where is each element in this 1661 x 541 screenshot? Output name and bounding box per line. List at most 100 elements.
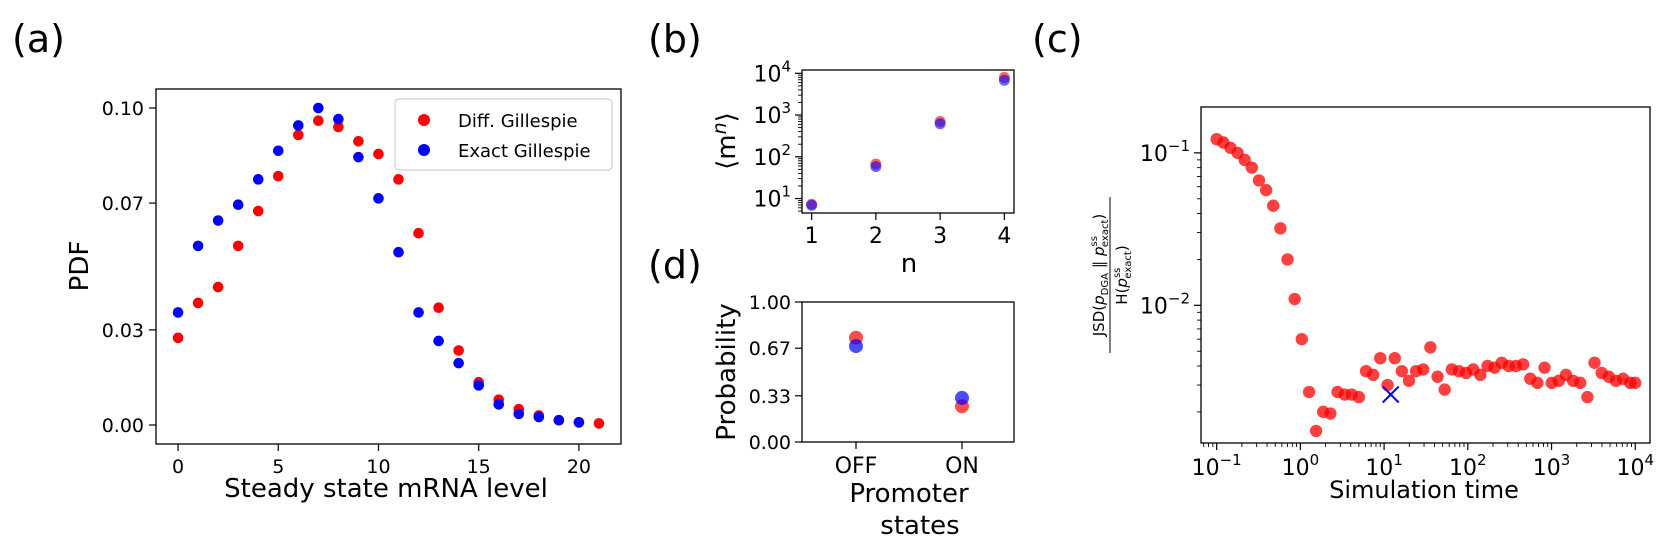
exact-gillespie-point — [870, 161, 882, 173]
jsd-point — [1259, 183, 1273, 197]
legend-label-diff: Diff. Gillespie — [458, 111, 578, 132]
exact-gillespie-point — [453, 357, 464, 369]
c-xtick-label: 104 — [1616, 451, 1654, 481]
exact-gillespie-point — [333, 113, 344, 125]
panel-b: (b) 1 2 3 4 101 102 103 104 n ⟨mn⟩ — [648, 17, 1015, 279]
a-xtick-label: 5 — [272, 456, 284, 478]
d-ytick-label: 0.33 — [749, 386, 791, 408]
b-ytick-label: 104 — [753, 57, 791, 87]
jsd-point — [1309, 424, 1323, 438]
exact-gillespie-point — [493, 399, 505, 410]
jsd-point — [1381, 378, 1394, 392]
panel-b-label: (b) — [648, 17, 702, 61]
exact-gillespie-point — [533, 411, 545, 423]
panel-d-label: (d) — [648, 243, 702, 287]
exact-gillespie-point — [293, 120, 304, 131]
c-xtick-label: 102 — [1449, 451, 1487, 481]
diff-gillespie-point — [433, 302, 444, 314]
panel-d-points — [849, 330, 969, 414]
c-xtick-label: 100 — [1282, 451, 1320, 481]
panel-a: (a) 0 5 10 15 20 0.00 0.03 0.07 0.10 Steady stat… — [12, 17, 622, 504]
legend-marker-diff — [418, 114, 430, 126]
panel-b-axes — [801, 69, 1015, 214]
c-xtick-label: 101 — [1365, 451, 1403, 481]
exact-gillespie-point — [313, 102, 324, 114]
jsd-point — [1424, 341, 1437, 354]
panel-d-xlabel-line2: states — [880, 511, 959, 541]
diff-gillespie-point — [172, 332, 184, 344]
jsd-point — [1302, 385, 1316, 399]
panel-c-min-marker — [1382, 385, 1400, 404]
panel-a-ticks: 0 5 10 15 20 0.00 0.03 0.07 0.10 — [102, 98, 591, 478]
diff-gillespie-point — [453, 345, 464, 356]
panel-d-ylabel: Probability — [712, 303, 742, 440]
panel-a-points — [172, 102, 605, 429]
jsd-point — [1288, 292, 1301, 306]
jsd-point — [1438, 383, 1451, 396]
panel-c-xlabel: Simulation time — [1329, 476, 1519, 504]
panel-b-points — [806, 71, 1010, 211]
jsd-point — [1431, 370, 1444, 383]
b-ytick-label: 102 — [753, 141, 791, 171]
exact-gillespie-point — [252, 174, 264, 185]
jsd-point — [1267, 199, 1280, 212]
panel-d: (d) OFF ON 0.00 0.33 0.67 1.00 Promoter state… — [648, 243, 1015, 541]
diff-gillespie-point — [393, 174, 404, 185]
jsd-point — [1388, 351, 1401, 365]
exact-gillespie-point — [353, 151, 364, 163]
diff-gillespie-point — [252, 205, 264, 217]
exact-gillespie-point — [934, 118, 946, 130]
exact-gillespie-point — [573, 417, 585, 428]
exact-gillespie-point — [806, 199, 818, 211]
exact-gillespie-point — [998, 74, 1010, 86]
panel-c-ticks: 10−1 100 101 102 103 104 10−1 10−2 — [1140, 137, 1654, 481]
jsd-point — [1352, 390, 1366, 404]
exact-gillespie-point — [212, 215, 224, 226]
diff-gillespie-point — [353, 135, 364, 147]
jsd-point — [1395, 364, 1409, 378]
c-ytick-label: 10−2 — [1140, 289, 1190, 319]
exact-gillespie-point — [232, 199, 244, 210]
d-xtick-label: ON — [945, 454, 979, 479]
jsd-point — [1295, 332, 1309, 346]
jsd-point — [1238, 153, 1251, 167]
exact-gillespie-point — [553, 414, 565, 426]
diff-gillespie-point — [333, 121, 344, 133]
jsd-point — [1574, 376, 1587, 390]
panel-c-axes — [1200, 106, 1651, 444]
a-ytick-label: 0.00 — [102, 415, 144, 437]
diff-gillespie-point — [593, 418, 605, 429]
jsd-point — [1252, 174, 1266, 187]
exact-gillespie-point — [172, 307, 184, 318]
jsd-point — [1416, 363, 1430, 376]
panel-c-label: (c) — [1032, 17, 1083, 61]
diff-gillespie-point — [313, 115, 324, 126]
b-ytick-label: 101 — [753, 183, 791, 213]
panel-c: (c) 10−1 100 101 102 103 104 10−1 10−2 Simulati… — [1032, 17, 1654, 504]
a-xtick-label: 20 — [567, 456, 591, 478]
jsd-point — [1588, 356, 1601, 369]
jsd-point — [1402, 374, 1416, 387]
panel-a-axes — [155, 88, 622, 445]
exact-gillespie-point — [272, 145, 284, 157]
exact-gillespie-point — [393, 246, 404, 258]
exact-gillespie-point — [192, 240, 204, 252]
panel-a-legend: Diff. Gillespie Exact Gillespie — [394, 98, 613, 171]
a-ytick-label: 0.03 — [102, 320, 144, 342]
jsd-point — [1474, 368, 1487, 382]
legend-label-exact: Exact Gillespie — [458, 141, 591, 162]
diff-gillespie-point — [272, 170, 284, 182]
panel-b-xlabel: n — [901, 249, 917, 279]
a-ytick-label: 0.07 — [102, 193, 144, 215]
exact-gillespie-point — [473, 380, 484, 391]
exact-gillespie-point — [849, 339, 863, 354]
d-ytick-label: 0.00 — [749, 432, 791, 454]
jsd-point — [1531, 376, 1544, 390]
legend-frame — [394, 98, 613, 171]
jsd-point — [1324, 407, 1337, 420]
panel-a-xlabel: Steady state mRNA level — [224, 474, 548, 504]
min-marker-stroke — [1382, 385, 1400, 404]
legend-marker-exact — [418, 144, 430, 156]
panel-a-label: (a) — [12, 17, 65, 61]
